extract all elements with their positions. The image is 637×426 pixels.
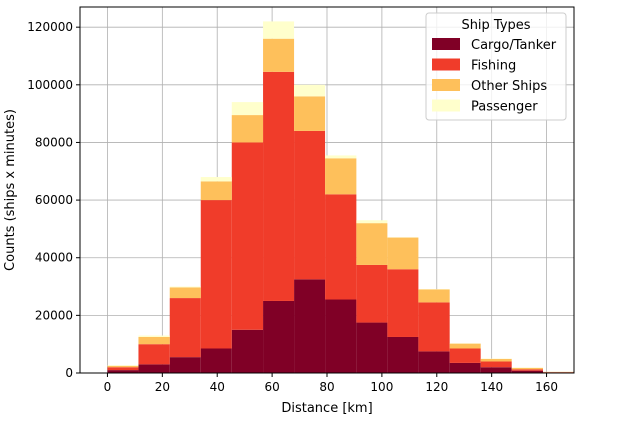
bar-segment [511,369,543,371]
bar-segment [294,96,326,131]
x-tick-label: 120 [425,380,448,394]
x-tick-label: 80 [319,380,334,394]
y-tick-label: 60000 [35,193,73,207]
bar-segment [200,177,232,182]
series-other-ships [107,38,574,373]
bar-segment [107,365,139,368]
bar-segment [387,336,419,373]
series-passenger [107,21,543,368]
legend: Ship Types Cargo/Tanker Fishing Other Ship… [425,12,567,121]
bar-segment [480,361,512,368]
series-cargo-tanker [107,279,574,373]
legend-label: Fishing [471,59,516,74]
bar-segment [107,370,139,373]
bar-segment [511,367,543,370]
bar-segment [325,158,357,195]
x-tick-label: 60 [264,380,279,394]
bar-segment [356,223,388,265]
bar-segment [263,21,295,39]
bar-segment [200,181,232,201]
legend-label: Passenger [471,100,538,115]
bar-segment [418,302,450,352]
histogram-bars [107,21,574,373]
bar-segment [294,130,326,280]
legend-label: Cargo/Tanker [471,38,557,53]
legend-box [425,12,567,121]
bar-segment [231,115,264,143]
bar-segment [107,367,139,371]
x-tick-label: 0 [104,380,112,394]
bar-segment [138,336,170,345]
y-tick-label: 20000 [35,308,73,322]
legend-swatch [432,58,460,71]
bar-segment [231,142,264,330]
legend-label: Other Ships [471,79,547,94]
x-tick-label: 100 [370,380,393,394]
bar-segment [449,348,481,363]
bar-segment [231,329,264,373]
bar-segment [138,335,170,337]
bar-segment [356,220,388,224]
y-tick-label: 120000 [27,20,73,34]
bar-segment [294,279,326,373]
bar-segment [200,200,232,349]
x-tick-label: 140 [480,380,503,394]
bar-segment [449,343,481,349]
bar-segment [418,351,450,373]
bar-segment [356,322,388,373]
bar-segment [169,298,201,358]
series-fishing [107,71,574,373]
y-tick-label: 100000 [27,78,73,92]
y-tick-label: 40000 [35,251,73,265]
axis-ticks: 0 20 40 60 80 100 120 140 160 0 20000 40000 60000 800… [27,20,558,394]
bar-segment [325,194,357,300]
bar-segment [263,71,295,301]
x-tick-label: 40 [210,380,225,394]
bar-segment [169,357,201,373]
bar-segment [169,287,201,299]
y-tick-label: 0 [65,366,73,380]
bar-segment [480,358,512,362]
bar-segment [480,367,512,373]
x-axis-label: Distance [km] [281,401,372,416]
bar-segment [138,364,170,373]
bar-segment [263,38,295,72]
bar-segment [356,264,388,323]
bar-segment [263,300,295,373]
bar-segment [231,102,264,116]
bar-segment [418,289,450,303]
y-axis-label: Counts (ships x minutes) [3,109,18,271]
bar-segment [387,237,419,270]
y-tick-label: 80000 [35,135,73,149]
bar-segment [387,269,419,337]
legend-title: Ship Types [461,18,530,33]
bar-segment [325,155,357,159]
legend-swatch [432,38,460,50]
legend-swatch [432,99,460,112]
legend-items: Cargo/Tanker Fishing Other Ships Passenger [432,38,557,115]
bar-segment [449,362,481,373]
legend-swatch [432,79,460,91]
bar-segment [107,365,139,366]
bar-segment [511,370,543,373]
bar-segment [200,348,232,373]
bar-segment [294,84,326,97]
bar-segment [138,344,170,365]
x-tick-label: 160 [535,380,558,394]
bar-segment [325,299,357,373]
bar-segment [169,286,201,288]
x-tick-label: 20 [155,380,170,394]
